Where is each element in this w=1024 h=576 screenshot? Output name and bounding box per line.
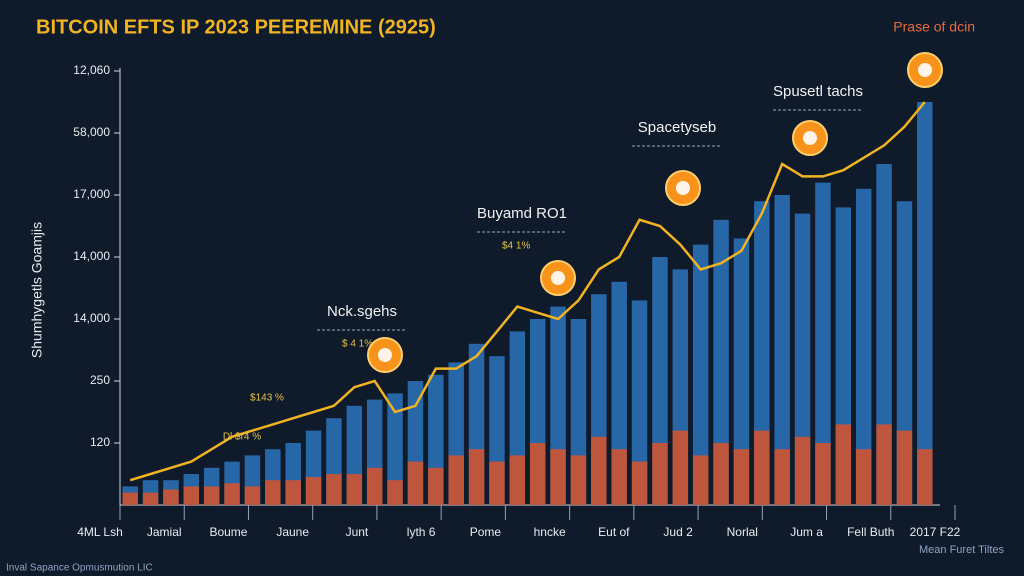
volume-bar: [346, 474, 363, 505]
volume-bar: [122, 492, 138, 505]
volume-bar: [754, 430, 770, 505]
y-tick-label: 17,000: [73, 187, 110, 201]
volume-bar: [570, 455, 587, 505]
volume-bar: [917, 449, 933, 505]
price-bar: [794, 213, 811, 505]
annotations: Nck.sgehs $ 4 1% Buyamd RO1 $4 1% Spacetyseb…: [223, 52, 943, 443]
volume-bar: [794, 436, 811, 505]
x-tick-label: Boume: [209, 525, 247, 539]
x-tick-label: 4ML Lsh: [77, 525, 123, 539]
y-tick-label: 250: [90, 373, 110, 387]
trend-line: [129, 101, 926, 482]
annotation: Dl $r4 %: [223, 432, 261, 443]
volume-bar: [611, 449, 627, 505]
price-bar: [896, 201, 913, 505]
volume-bar: [835, 424, 852, 505]
annotation: Buyamd RO1: [477, 205, 567, 222]
volume-bar: [285, 480, 301, 505]
volume-bar: [529, 443, 546, 505]
price-bar: [692, 244, 709, 505]
bitcoin-badge-core: [803, 131, 817, 145]
annotation: Spusetl tachs: [773, 83, 863, 100]
price-bar: [754, 201, 770, 505]
x-tick-label: Jamial: [147, 525, 182, 539]
bitcoin-badge-core: [918, 63, 932, 77]
x-tick-label: Junt: [346, 525, 369, 539]
volume-bar: [591, 436, 607, 505]
x-tick-label: Jaune: [276, 525, 309, 539]
volume-bar: [692, 455, 709, 505]
volume-bar: [203, 486, 220, 505]
x-tick-label: Jum a: [790, 525, 823, 539]
price-bar: [713, 219, 729, 506]
price-bar: [774, 195, 790, 505]
price-bar: [733, 238, 750, 505]
volume-bar: [509, 455, 526, 505]
volume-bar: [896, 430, 913, 505]
price-bar: [876, 164, 892, 505]
bitcoin-badge-core: [378, 348, 392, 362]
plot: [122, 101, 933, 506]
y-tick-label: 12,060: [73, 63, 110, 77]
volume-bar: [305, 477, 322, 505]
volume-bar: [265, 480, 281, 505]
volume-bar: [774, 449, 790, 505]
annotation: Spacetyseb: [638, 119, 716, 136]
y-tick-label: 14,000: [73, 311, 110, 325]
source: Inval Sapance Opmusmution LIC: [6, 563, 153, 574]
volume-bar: [652, 443, 668, 505]
volume-bar: [631, 461, 648, 505]
chart-subtitle: Prase of dcin: [893, 19, 975, 35]
x-tick-label: Norlal: [727, 525, 758, 539]
volume-bar: [550, 449, 566, 505]
y-axis-label: Shumhygetls Goamjis: [29, 222, 45, 358]
x-tick-label: Eut of: [598, 525, 630, 539]
volume-bar: [855, 449, 872, 505]
volume-bar: [672, 430, 689, 505]
volume-bar: [448, 455, 464, 505]
volume-bar: [142, 492, 159, 505]
volume-bar: [733, 449, 750, 505]
volume-bar: [876, 424, 892, 505]
volume-bar: [815, 443, 831, 505]
volume-bar: [468, 449, 485, 505]
volume-bar: [244, 486, 261, 505]
volume-bar: [428, 467, 444, 505]
volume-bar: [163, 489, 179, 505]
x-tick-label: Pome: [470, 525, 502, 539]
x-tick-label: hncke: [534, 525, 566, 539]
volume-bar: [713, 443, 729, 505]
footnote: Mean Furet Tiltes: [919, 544, 1004, 556]
y-tick-label: 120: [90, 435, 110, 449]
chart-title: BITCOIN EFTS IP 2023 PEEREMINE (2925): [36, 16, 436, 38]
price-bar: [387, 393, 403, 505]
x-tick-label: 2017 F22: [910, 525, 961, 539]
x-tick-label: Fell Buth: [847, 525, 894, 539]
price-bar: [855, 188, 872, 506]
annotation-note: $ 4 1%: [342, 339, 373, 350]
x-tick-label: Jud 2: [663, 525, 693, 539]
price-bar: [917, 102, 933, 505]
volume-bar: [407, 461, 424, 505]
x-tick-label: lyth 6: [407, 525, 436, 539]
volume-bar: [224, 483, 240, 505]
y-tick-label: 58,000: [73, 125, 110, 139]
bitcoin-badge-core: [676, 181, 690, 195]
volume-bar: [183, 486, 200, 505]
bitcoin-badge-core: [551, 271, 565, 285]
annotation: Nck.sgehs: [327, 303, 397, 320]
volume-bar: [489, 461, 505, 505]
y-tick-label: 14,000: [73, 249, 110, 263]
price-bar: [631, 300, 648, 505]
price-bar: [815, 182, 831, 505]
volume-bar: [387, 480, 403, 505]
annotation-note: $4 1%: [502, 241, 530, 252]
volume-bar: [326, 474, 342, 505]
volume-bar: [366, 467, 383, 505]
annotation: $143 %: [250, 393, 284, 404]
